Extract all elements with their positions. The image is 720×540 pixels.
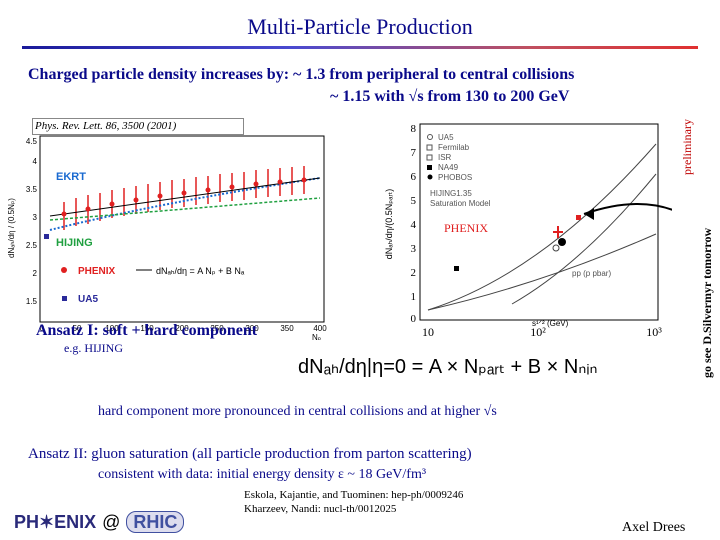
hijing-label: HIJING <box>56 237 93 249</box>
extra-label: pp (p pbar) <box>572 269 611 278</box>
ansatz1-heading: Ansatz I: soft + hard component <box>36 322 258 339</box>
legend-ua5: UA5 <box>78 294 98 305</box>
eg-hijing: e.g. HIJING <box>64 341 123 355</box>
left-centrality-plot: 1.5 2 2.5 3 3.5 4 4.5 0 50 100 150 200 2… <box>7 135 327 340</box>
left-xtick: 300 <box>245 324 259 333</box>
phenix-logo: PH✶ENIX <box>14 512 97 532</box>
ua5-point <box>44 234 49 239</box>
subtitle-line2: ~ 1.15 with √s from 130 to 200 GeV <box>330 88 570 105</box>
left-ytick: 4 <box>33 157 38 166</box>
right-ytick: 8 <box>411 123 417 135</box>
ekrt-label: EKRT <box>56 171 86 183</box>
right-energy-plot: 8 7 6 5 4 3 2 1 0 10 10² 10³ s¹ᐟ² (GeV) … <box>384 123 672 339</box>
right-ytick: 4 <box>411 219 417 231</box>
legend-item: ISR <box>438 153 452 162</box>
extra-label: Saturation Model <box>430 199 491 208</box>
subtitle-line1: Charged particle density increases by: ~… <box>28 66 575 83</box>
hard-component-text: hard component more pronounced in centra… <box>98 404 497 419</box>
right-ylabel: dNₐₕ/dη/(0.5Nₚₐᵣₜ) <box>384 189 394 260</box>
phenix-rhic-logo: PH✶ENIX @ RHIC <box>14 511 185 533</box>
left-ytick: 1.5 <box>26 297 38 306</box>
left-ytick: 2 <box>33 269 38 278</box>
logo-at: @ <box>102 512 121 532</box>
right-ytick: 0 <box>411 313 417 325</box>
consistency-text: consistent with data: initial energy den… <box>98 467 427 482</box>
left-xtick: 100 <box>105 324 119 333</box>
formula: dNₐₕ/dη|η=0 = A × Nₚₐᵣₜ + B × Nₙᵢₙ <box>298 356 598 378</box>
legend-phenix: PHENIX <box>78 266 116 277</box>
right-ytick: 1 <box>411 291 417 303</box>
left-xtick: 0 <box>40 324 45 333</box>
rhic-logo: RHIC <box>126 511 185 533</box>
left-xtick: 400 <box>313 324 327 333</box>
right-xlabel: s¹ᐟ² (GeV) <box>532 319 569 328</box>
right-ytick: 3 <box>411 243 417 255</box>
left-xtick: 200 <box>175 324 189 333</box>
legend-item: NA49 <box>438 163 459 172</box>
author: Axel Drees <box>622 520 686 535</box>
right-ytick: 2 <box>411 267 417 279</box>
legend-fit: dNₐₕ/dη = A Nₚ + B Nₐ <box>156 266 245 276</box>
preliminary-label: preliminary <box>680 119 694 175</box>
left-ytick: 3 <box>33 213 38 222</box>
left-ytick: 2.5 <box>26 241 38 250</box>
left-xlabel: Nₚ <box>312 333 321 340</box>
left-xtick: 150 <box>140 324 154 333</box>
left-xtick: 250 <box>210 324 224 333</box>
reference-line: Eskola, Kajantie, and Tuominen: hep-ph/0… <box>244 489 464 501</box>
reference-line: Kharzeev, Nandi: nucl-th/0012025 <box>244 503 397 515</box>
right-xtick: 10² <box>530 325 546 339</box>
left-xtick: 350 <box>280 324 294 333</box>
legend-item: UA5 <box>438 133 454 142</box>
right-xtick: 10³ <box>646 325 662 339</box>
phenix-label: PHENIX <box>444 221 488 235</box>
fit-line <box>49 177 321 217</box>
left-ytick: 3.5 <box>26 185 38 194</box>
ansatz2-heading: Ansatz II: gluon saturation (all particl… <box>28 446 472 462</box>
legend-item: PHOBOS <box>438 173 472 182</box>
title-rule <box>22 46 698 49</box>
side-note: go see D.Silvermyr tomorrow <box>700 227 714 378</box>
phenix-points <box>61 177 307 217</box>
reference-box: Phys. Rev. Lett. 86, 3500 (2001) <box>32 118 244 135</box>
right-ytick: 7 <box>411 147 417 159</box>
legend-item: Fermilab <box>438 143 470 152</box>
page-title: Multi-Particle Production <box>247 14 473 39</box>
right-xtick: 10 <box>422 325 434 339</box>
left-xtick: 50 <box>73 324 82 333</box>
left-ylabel: dNₐₕ/dη / (0.5Nₚ) <box>7 198 16 258</box>
hijing-curve <box>49 197 321 221</box>
extra-label: HIJING1.35 <box>430 189 472 198</box>
right-ytick: 5 <box>411 195 417 207</box>
right-ytick: 6 <box>411 171 417 183</box>
left-ytick: 4.5 <box>26 137 38 146</box>
references: Eskola, Kajantie, and Tuominen: hep-ph/0… <box>244 488 463 516</box>
